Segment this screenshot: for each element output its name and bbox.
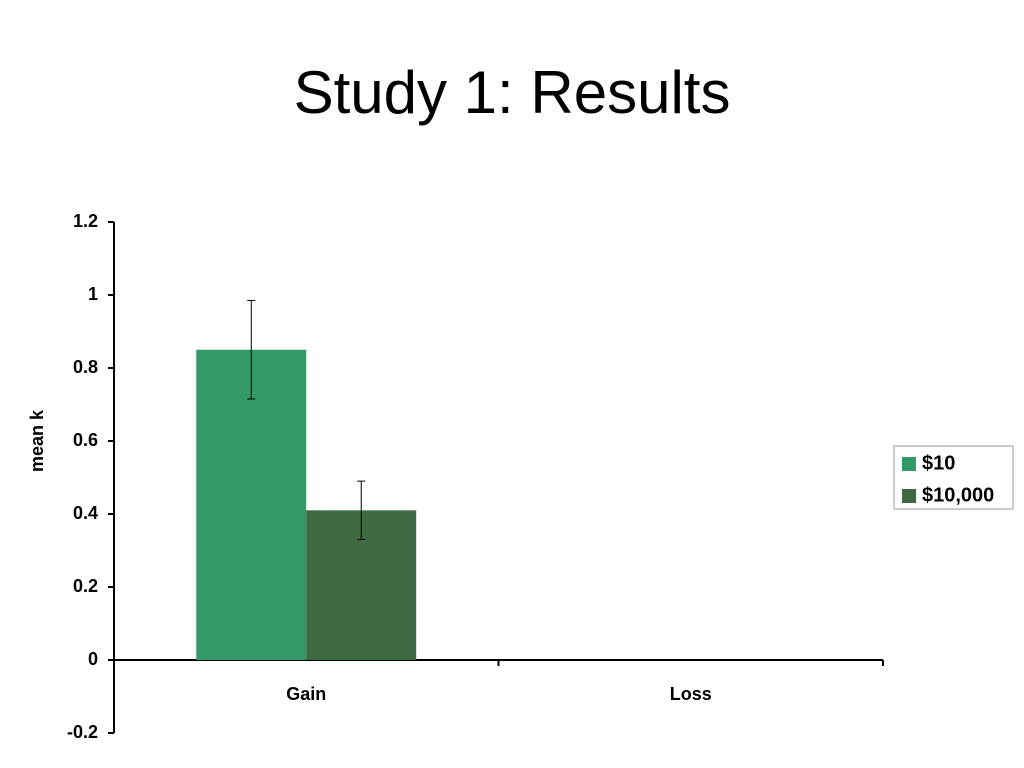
error-bar (357, 480, 366, 541)
y-tick-label: 0.2 (73, 576, 98, 596)
legend-label: $10,000 (922, 484, 994, 506)
y-tick-label: 0.8 (73, 357, 98, 377)
bar (196, 349, 307, 660)
legend-swatch (902, 457, 916, 471)
chart-title: Study 1: Results (294, 59, 731, 126)
y-tick-label: 0.6 (73, 430, 98, 450)
x-tick-label: Loss (670, 684, 712, 704)
y-tick-label: -0.2 (67, 722, 98, 742)
y-tick-label: 1.2 (73, 211, 98, 231)
y-tick-label: 1 (88, 284, 98, 304)
error-bar (247, 299, 256, 400)
y-axis-label: mean k (27, 409, 47, 472)
legend-label: $10 (922, 452, 955, 474)
legend-swatch (902, 489, 916, 503)
y-tick-label: 0 (88, 649, 98, 669)
x-tick-label: Gain (286, 684, 326, 704)
y-tick-label: 0.4 (73, 503, 98, 523)
